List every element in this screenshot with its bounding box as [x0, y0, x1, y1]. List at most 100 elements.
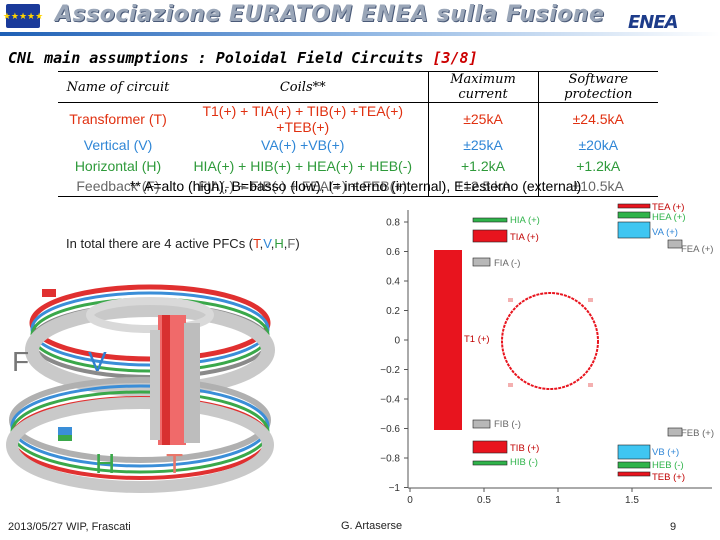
label-FIB: FIB (-) — [494, 419, 521, 430]
y-tick-label: 0.8 — [386, 218, 400, 229]
cell-circuit-name: Horizontal (H) — [74, 157, 162, 174]
cell-max-current: ±25kA — [427, 102, 538, 135]
label-H: H — [95, 448, 116, 479]
organization-name: Associazione EURATOM ENEA sulla Fusione — [55, 2, 605, 27]
table-header-row: Name of circuit Coils** Maximum current … — [58, 71, 658, 103]
label-FEB: FEB (+) — [681, 428, 714, 439]
y-tick-label: −0.2 — [380, 365, 400, 376]
table-row: Horizontal (H) HIA(+) + HIB(+) + HEA(+) +… — [58, 155, 658, 176]
y-tick-label: −0.8 — [380, 454, 400, 465]
footer-author: G. Artaserse — [341, 520, 403, 532]
table-row: Vertical (V) VA(+) +VB(+) ±25kA ±20kA — [58, 135, 658, 156]
plasma-boundary — [501, 292, 599, 390]
cell-max-current: +1.2kA — [427, 155, 538, 176]
coil-VB — [617, 444, 651, 460]
enea-logo: ENEA — [628, 12, 679, 33]
coil-HIA — [472, 217, 508, 223]
cell-software-protection: ±10.5kA — [537, 176, 658, 197]
coil-FIB — [472, 419, 491, 429]
label-TIB: TIB (+) — [510, 443, 539, 454]
footer-date: 2013/05/27 WIP, Frascati — [8, 521, 131, 533]
cell-circuit-name: Feedback (F) — [58, 176, 178, 197]
eu-stars-icon: ★★★★★ — [2, 10, 44, 21]
cell-software-protection: ±24.5kA — [537, 102, 658, 135]
slide-title-number: [3/8] — [432, 49, 478, 67]
table-row: Feedback (F) FIA(-) + FIB(-) + FEA(+) + F… — [58, 176, 658, 197]
footer-page-number: 9 — [670, 521, 677, 533]
cell-coils: HIA(+) + HIB(+) + HEA(+) + HEB(-) — [193, 157, 413, 174]
header-divider — [0, 32, 720, 36]
label-HIB: HIB (-) — [510, 457, 538, 468]
header-bar: ★★★★★ Associazione EURATOM ENEA sulla Fu… — [0, 0, 720, 38]
coil-FEA — [667, 239, 683, 249]
col-header-max: Maximum current — [427, 71, 538, 103]
x-tick-label: 0 — [407, 495, 413, 506]
label-FIA: FIA (-) — [494, 258, 520, 269]
cell-software-protection: +1.2kA — [537, 155, 658, 176]
col-header-soft: Software protection — [537, 71, 658, 103]
coil-TIB — [472, 440, 508, 454]
active-V: V — [263, 236, 271, 251]
col-header-coils: Coils** — [178, 71, 428, 103]
label-HEB: HEB (-) — [652, 460, 684, 471]
plot-axes — [407, 210, 712, 489]
slide-title: CNL main assumptions : Poloidal Field Ci… — [8, 49, 478, 67]
label-TEB: TEB (+) — [652, 472, 685, 483]
slide-title-main: CNL main assumptions : Poloidal Field Ci… — [8, 49, 424, 67]
y-tick-label: −0.6 — [380, 424, 400, 435]
y-tick-label: 0 — [394, 336, 400, 347]
y-tick-label: 0.2 — [386, 306, 400, 317]
coil-T1 — [434, 250, 462, 430]
plasma-marker — [588, 383, 593, 387]
cell-coils: FIA(-) + FIB(-) + FEA(+) + FEB(+) — [178, 176, 428, 197]
plasma-marker — [588, 298, 593, 302]
coil-TIA — [472, 229, 508, 243]
active-T: T — [253, 236, 260, 251]
coil-TEB — [617, 471, 651, 477]
coil-HEB — [617, 461, 651, 469]
label-TEA: TEA (+) — [652, 202, 684, 213]
cell-coils: VA(+) +VB(+) — [261, 137, 345, 154]
cell-max-current: ±12.5 kA — [427, 176, 538, 197]
plasma-marker — [508, 298, 513, 302]
label-FEA: FEA (+) — [681, 244, 713, 255]
coil-FIA — [472, 257, 491, 267]
lower-coil-stack — [6, 377, 274, 493]
coil-VA — [617, 221, 651, 239]
x-tick-label: 0.5 — [477, 495, 491, 506]
eu-flag-icon — [6, 4, 40, 28]
active-pfc-text: In total there are 4 active PFCs (T,V,H,… — [66, 236, 300, 251]
label-VB: VB (+) — [652, 447, 679, 458]
x-tick-labels: 0 0.5 1 1.5 — [407, 488, 639, 506]
cell-max-current: ±25kA — [427, 135, 538, 156]
active-F: F — [287, 236, 296, 251]
coil-system-illustration — [6, 284, 275, 493]
y-tick-label: 0.6 — [386, 247, 400, 258]
coil-FEB — [667, 427, 683, 437]
cell-circuit-name: Vertical (V) — [83, 137, 153, 154]
coil-TEA — [617, 203, 651, 209]
active-text-prefix: In total there are 4 active PFCs ( — [66, 236, 254, 251]
circuits-table: Name of circuit Coils** Maximum current … — [58, 71, 658, 197]
coil-HEA — [617, 211, 651, 219]
active-text-suffix: ) — [295, 236, 300, 251]
central-solenoid — [150, 315, 200, 445]
coil-HIB — [472, 460, 508, 466]
x-tick-label: 1 — [555, 495, 561, 506]
plasma-marker — [508, 383, 513, 387]
active-H: H — [274, 236, 284, 251]
coil-position-plot: 0.8 0.6 0.4 0.2 0 −0.2 −0.4 −0.6 −0.8 −1 0 0.5 1 1.5… — [380, 202, 714, 506]
label-TIA: TIA (+) — [510, 232, 539, 243]
table-footnote: ** A=alto (high), B=basso (low), I= inte… — [130, 178, 582, 194]
label-T1: T1 (+) — [464, 334, 490, 345]
label-F: F — [12, 346, 30, 377]
label-V: V — [88, 346, 107, 377]
y-tick-labels: 0.8 0.6 0.4 0.2 0 −0.2 −0.4 −0.6 −0.8 −1 — [380, 218, 408, 494]
table-row: Transformer (T) T1(+) + TIA(+) + TIB(+) +… — [58, 102, 658, 135]
y-tick-label: 0.4 — [386, 277, 400, 288]
cell-circuit-name: Transformer (T) — [69, 111, 167, 127]
cell-software-protection: ±20kA — [537, 135, 658, 156]
x-tick-label: 1.5 — [625, 495, 639, 506]
label-HEA: HEA (+) — [652, 212, 686, 223]
y-tick-label: −1 — [389, 483, 401, 494]
